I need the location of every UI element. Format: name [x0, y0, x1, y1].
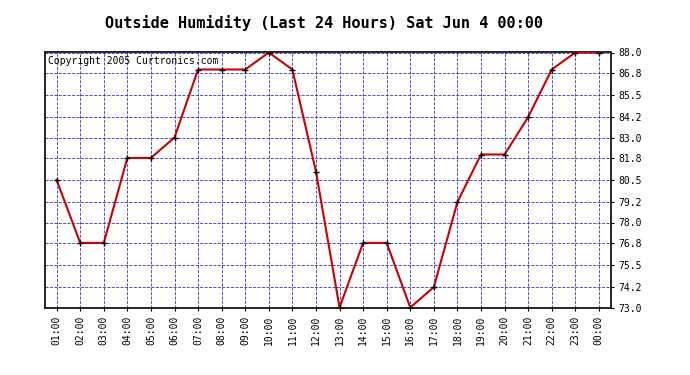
Text: Outside Humidity (Last 24 Hours) Sat Jun 4 00:00: Outside Humidity (Last 24 Hours) Sat Jun… [106, 15, 543, 31]
Text: Copyright 2005 Curtronics.com: Copyright 2005 Curtronics.com [48, 56, 218, 66]
